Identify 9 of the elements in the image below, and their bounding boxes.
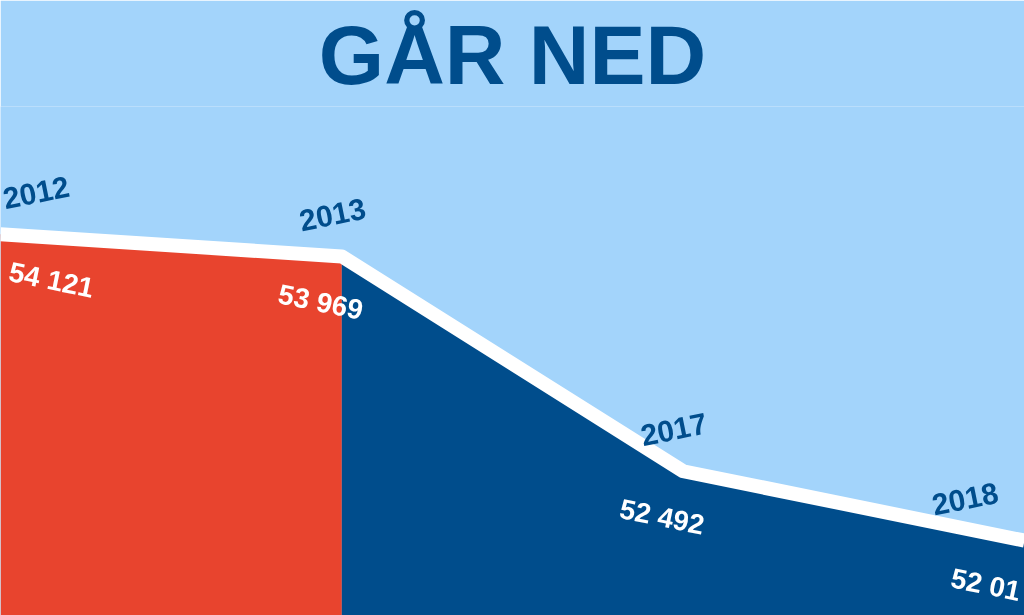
chart-title: GÅR NED — [318, 7, 707, 102]
x-tick-label: 2012 — [0, 169, 73, 216]
x-tick-label: 2013 — [296, 191, 369, 238]
data-label: 53 969 — [275, 278, 366, 326]
data-label: 52 492 — [617, 493, 708, 541]
x-tick-label: 2018 — [929, 475, 1002, 522]
data-label: 54 121 — [6, 256, 97, 304]
annotation: 52 01 — [948, 562, 1024, 607]
x-tick-label: 2017 — [637, 406, 710, 453]
